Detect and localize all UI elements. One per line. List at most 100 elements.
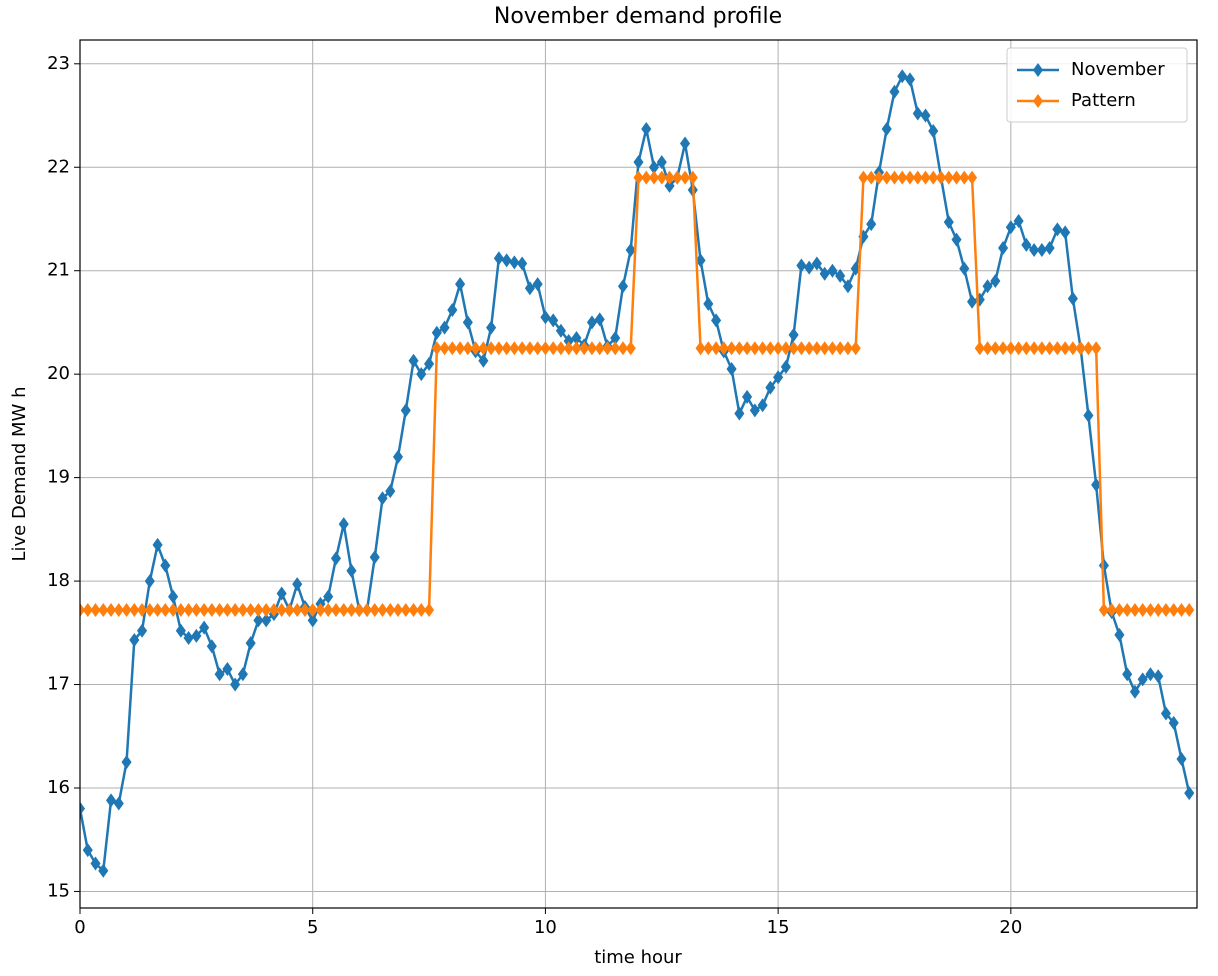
marker bbox=[912, 106, 923, 121]
marker bbox=[183, 630, 194, 645]
marker bbox=[788, 327, 799, 342]
marker bbox=[214, 603, 225, 618]
marker bbox=[408, 603, 419, 618]
marker bbox=[881, 170, 892, 185]
marker bbox=[98, 863, 109, 878]
marker bbox=[330, 603, 342, 618]
marker bbox=[1036, 243, 1047, 258]
marker bbox=[1013, 341, 1024, 356]
series bbox=[80, 69, 1195, 878]
marker bbox=[144, 603, 155, 618]
y-tick-label: 20 bbox=[47, 363, 70, 384]
marker bbox=[742, 341, 753, 356]
marker bbox=[152, 603, 163, 618]
marker bbox=[1168, 603, 1179, 618]
x-tick-label: 10 bbox=[534, 917, 557, 938]
marker bbox=[959, 261, 970, 276]
marker bbox=[680, 170, 691, 185]
marker bbox=[90, 603, 101, 618]
marker bbox=[563, 334, 574, 349]
marker bbox=[912, 170, 923, 185]
marker bbox=[1067, 341, 1078, 356]
marker bbox=[602, 341, 613, 356]
marker bbox=[571, 341, 582, 356]
marker bbox=[967, 294, 978, 309]
marker bbox=[416, 603, 427, 618]
chart-title: November demand profile bbox=[494, 4, 782, 29]
marker bbox=[191, 603, 202, 618]
marker bbox=[866, 217, 877, 232]
y-tick-label: 16 bbox=[47, 777, 70, 798]
marker bbox=[819, 341, 830, 356]
y-axis-label: Live Demand MW h bbox=[9, 387, 30, 562]
marker bbox=[517, 341, 528, 356]
marker bbox=[284, 603, 295, 618]
y-tick-label: 17 bbox=[47, 674, 70, 695]
marker bbox=[1129, 603, 1140, 618]
marker bbox=[106, 603, 117, 618]
marker bbox=[315, 603, 326, 618]
marker bbox=[323, 589, 334, 604]
marker bbox=[1160, 706, 1171, 721]
marker bbox=[1005, 341, 1016, 356]
marker bbox=[330, 551, 342, 566]
marker bbox=[1091, 341, 1102, 356]
marker bbox=[175, 603, 186, 618]
marker bbox=[369, 603, 380, 618]
marker bbox=[261, 603, 272, 618]
marker bbox=[346, 603, 357, 618]
marker bbox=[943, 170, 954, 185]
marker bbox=[664, 178, 675, 193]
marker bbox=[904, 170, 916, 185]
marker bbox=[80, 801, 86, 816]
marker bbox=[726, 341, 737, 356]
marker bbox=[199, 603, 210, 618]
marker bbox=[230, 603, 241, 618]
marker bbox=[90, 856, 101, 871]
marker bbox=[796, 341, 807, 356]
marker bbox=[160, 558, 171, 573]
marker bbox=[424, 356, 435, 371]
marker bbox=[889, 170, 900, 185]
marker bbox=[439, 341, 450, 356]
marker bbox=[757, 398, 768, 413]
marker bbox=[214, 667, 225, 682]
marker bbox=[501, 253, 512, 268]
marker bbox=[253, 613, 264, 628]
marker bbox=[842, 279, 853, 294]
marker bbox=[811, 341, 822, 356]
marker bbox=[827, 263, 838, 278]
marker bbox=[455, 277, 466, 292]
marker bbox=[656, 155, 667, 170]
marker bbox=[990, 341, 1001, 356]
marker bbox=[765, 341, 776, 356]
marker bbox=[749, 341, 760, 356]
marker bbox=[850, 261, 861, 276]
marker bbox=[904, 72, 916, 87]
marker bbox=[292, 603, 303, 618]
marker bbox=[230, 677, 241, 692]
marker bbox=[82, 843, 93, 858]
marker bbox=[408, 353, 419, 368]
marker bbox=[276, 603, 287, 618]
marker bbox=[1060, 225, 1071, 240]
marker bbox=[323, 603, 334, 618]
marker bbox=[377, 603, 388, 618]
marker bbox=[1075, 341, 1086, 356]
marker bbox=[625, 243, 636, 258]
marker bbox=[842, 341, 853, 356]
y-tick-label: 23 bbox=[47, 53, 70, 74]
marker bbox=[1145, 667, 1156, 682]
marker bbox=[1153, 603, 1164, 618]
marker bbox=[548, 313, 559, 328]
marker bbox=[245, 636, 256, 651]
marker bbox=[455, 341, 466, 356]
marker bbox=[1083, 341, 1094, 356]
y-tick-label: 22 bbox=[47, 156, 70, 177]
marker bbox=[1153, 669, 1164, 684]
x-tick-label: 20 bbox=[999, 917, 1022, 938]
marker bbox=[501, 341, 512, 356]
marker bbox=[113, 603, 124, 618]
marker bbox=[168, 603, 179, 618]
marker bbox=[183, 603, 194, 618]
